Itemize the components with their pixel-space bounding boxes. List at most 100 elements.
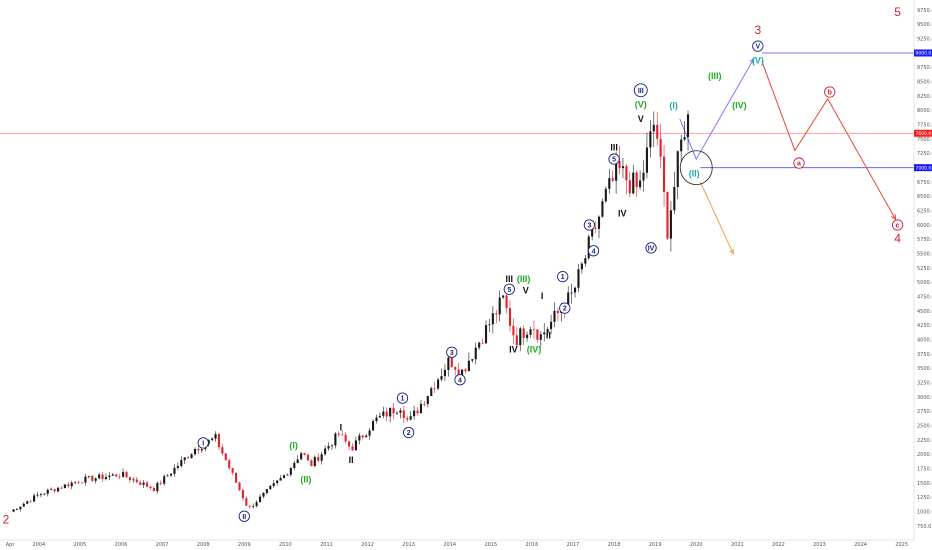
wave-label: II xyxy=(349,455,354,465)
candle-body xyxy=(532,329,536,331)
candle-body xyxy=(608,178,611,189)
candle-body xyxy=(310,460,313,467)
candle-body xyxy=(125,472,128,478)
candle-body xyxy=(649,131,652,148)
candle-body xyxy=(231,468,234,473)
candle-body xyxy=(221,447,224,454)
wave-label-circle xyxy=(891,219,904,231)
candle-body xyxy=(662,156,666,192)
candle-body xyxy=(255,502,258,507)
candle-body xyxy=(235,472,238,483)
candle-body xyxy=(91,475,94,481)
wave-label: III xyxy=(610,143,618,153)
candle-body xyxy=(430,388,433,397)
candle-body xyxy=(344,434,347,442)
candle-body xyxy=(276,480,279,484)
candle-body xyxy=(43,493,46,495)
candle-body xyxy=(351,446,354,451)
y-tick-label: 4250.0 xyxy=(917,323,932,329)
wave-projections xyxy=(679,57,897,255)
candle-body xyxy=(197,449,200,451)
y-tick-label: 2000.0 xyxy=(917,452,932,458)
candle-body xyxy=(512,325,515,336)
candle-body xyxy=(573,287,577,293)
candle-body xyxy=(395,412,399,414)
horizontal-lines xyxy=(0,52,914,169)
candle-body xyxy=(669,210,672,239)
projection-arrowhead xyxy=(749,57,755,64)
candle-body xyxy=(584,258,587,264)
candle-body xyxy=(245,498,248,506)
candle-body xyxy=(570,292,573,294)
time-axis[interactable]: Apr 2004 2005 2006 2007 2008 2009 2010 2011 2012 2… xyxy=(6,542,908,548)
candle-body xyxy=(460,369,464,376)
wave-label-circle xyxy=(633,83,648,98)
candle-body xyxy=(252,506,255,507)
candle-body xyxy=(70,482,73,487)
candle-body xyxy=(392,407,395,414)
candle-body xyxy=(577,269,580,288)
y-tick-label: 8000.0 xyxy=(917,108,932,114)
x-tick-label: 2005 xyxy=(74,542,87,548)
candle-body xyxy=(423,403,426,405)
candle-body xyxy=(666,191,669,239)
candle-body xyxy=(115,474,118,477)
wave-label-circle xyxy=(197,437,209,449)
y-tick-label: 8750.0 xyxy=(917,65,932,71)
candle-body xyxy=(371,421,375,431)
candle-body xyxy=(495,313,498,315)
candle-body xyxy=(98,474,101,479)
candle-body xyxy=(159,482,162,484)
wave-label: III xyxy=(638,88,644,95)
wave-label: III xyxy=(506,274,514,284)
wave-label: 3 xyxy=(587,223,591,230)
candle-body xyxy=(361,435,364,438)
candle-body xyxy=(416,410,419,414)
candle-body xyxy=(166,475,169,477)
candle-body xyxy=(87,475,90,477)
candle-body xyxy=(74,481,77,483)
x-tick-label: 2007 xyxy=(156,542,169,548)
candle-body xyxy=(447,357,450,370)
wave-label: V xyxy=(638,114,644,124)
candle-body xyxy=(19,506,22,510)
candle-body xyxy=(433,388,436,390)
wave-label: (I) xyxy=(289,441,298,451)
candle-body xyxy=(409,416,412,420)
x-tick-label: 2014 xyxy=(443,542,456,548)
candle-body xyxy=(642,172,645,181)
candle-body xyxy=(656,124,659,139)
candle-body xyxy=(539,334,542,340)
y-tick-label: 9750.0 xyxy=(917,8,932,14)
wave-label: I xyxy=(340,422,343,432)
x-tick-label: 2011 xyxy=(320,542,333,548)
candle-body xyxy=(471,359,474,361)
wave-label: 2 xyxy=(563,306,567,313)
candle-body xyxy=(488,324,491,326)
candle-body xyxy=(84,476,87,483)
candle-body xyxy=(437,379,440,389)
candle-body xyxy=(104,477,108,479)
wave-label: II xyxy=(242,514,246,521)
wave-label: I xyxy=(202,440,204,447)
wave-label: IV xyxy=(509,344,518,354)
candle-body xyxy=(135,479,138,483)
x-tick-label: 2018 xyxy=(608,542,621,548)
candle-body xyxy=(375,417,378,422)
candle-body xyxy=(139,482,142,485)
candle-body xyxy=(118,476,121,478)
x-tick-label: 2020 xyxy=(690,542,703,548)
price-tag xyxy=(914,49,932,57)
candle-body xyxy=(522,328,525,339)
y-tick-label: 6750.0 xyxy=(917,180,932,186)
candle-body xyxy=(467,360,470,372)
candle-body xyxy=(289,468,292,475)
price-tag xyxy=(914,129,932,137)
wave-label: (II) xyxy=(300,475,311,485)
wave-label-circle xyxy=(645,242,657,254)
candle-body xyxy=(604,188,607,202)
candle-body xyxy=(659,138,662,157)
candle-body xyxy=(146,482,149,487)
projection-path xyxy=(761,61,896,220)
